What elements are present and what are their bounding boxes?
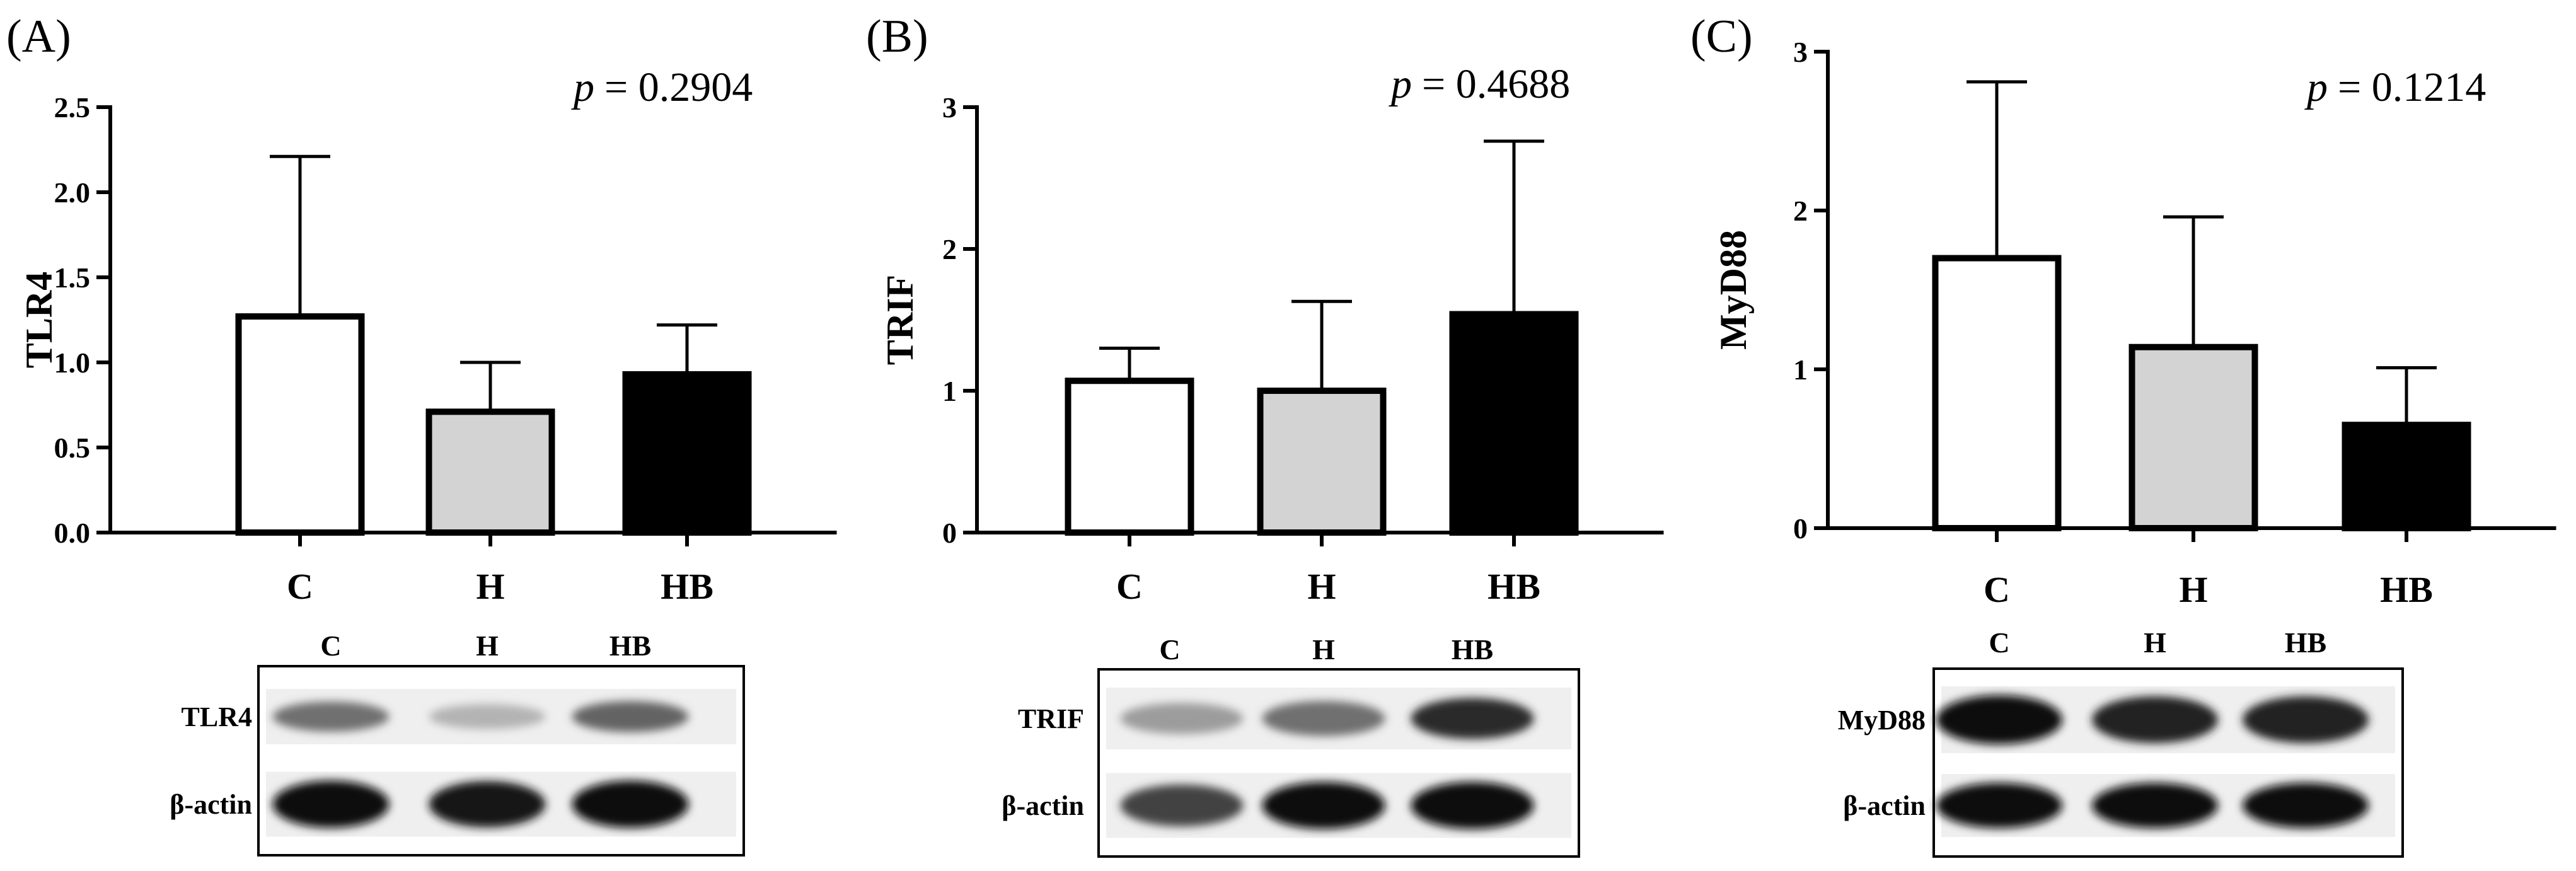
blot-band-tlr4-c — [272, 701, 390, 732]
blot-band-actin-h — [429, 781, 546, 828]
blot-band-actin-c — [272, 780, 390, 828]
blot-lane-label-hb: HB — [1452, 633, 1493, 666]
y-axis-label: TRIF — [879, 275, 921, 365]
blot-lane-label-c: C — [1989, 626, 2009, 659]
bar-c — [1932, 255, 2062, 531]
blot-row-label-tlr4: TLR4 — [182, 701, 252, 732]
blot-band-trif-hb — [1411, 698, 1534, 739]
y-tick-label: 1 — [1793, 354, 1808, 386]
p-value-a: p = 0.2904 — [571, 64, 753, 110]
y-tick-label: 0 — [1793, 512, 1808, 545]
x-tick-label-c: C — [1116, 566, 1143, 607]
bar-h — [425, 408, 555, 536]
y-tick-label: 2.0 — [54, 176, 91, 209]
blot-row-label-actin: β-actin — [1002, 790, 1084, 821]
y-tick-label: 0.0 — [54, 517, 91, 549]
blot-band-tlr4-h — [429, 704, 546, 729]
blot-band-trif-h — [1262, 701, 1385, 736]
blot-lane-label-h: H — [476, 630, 499, 662]
blot-row-label-actin: β-actin — [170, 789, 252, 820]
blot-band-actin-hb — [2243, 783, 2369, 828]
x-tick-label-c: C — [287, 566, 313, 607]
error-bar-c — [1099, 347, 1160, 381]
tlr4-western-blot: C H HB TLR4 β-actin — [170, 630, 745, 857]
p-value-b: p = 0.4688 — [1389, 61, 1570, 107]
blot-band-actin-h — [1262, 782, 1385, 829]
blot-lane-label-c: C — [1159, 633, 1180, 666]
trif-bar-chart: C H HB 0 1 2 3 TRIF — [879, 91, 1664, 607]
blot-row-label-trif: TRIF — [1018, 703, 1084, 734]
x-tick-label-h: H — [1307, 566, 1336, 607]
bar-hb — [2342, 422, 2471, 532]
y-tick-label: 3 — [942, 91, 957, 124]
blot-band-myd88-c — [1936, 695, 2062, 744]
blot-band-tlr4-hb — [572, 701, 689, 732]
myd88-bar-chart: C H HB 0 1 2 3 MyD88 — [1713, 36, 2556, 610]
x-tick-label-hb: HB — [2380, 569, 2433, 610]
blot-band-trif-c — [1120, 703, 1244, 734]
blot-band-myd88-hb — [2243, 696, 2369, 744]
x-tick-label-hb: HB — [661, 566, 713, 607]
blot-band-actin-c — [1936, 783, 2062, 828]
y-tick-label: 2.5 — [54, 91, 91, 124]
tlr4-bar-chart: C H HB 0.0 0.5 1.0 1.5 2.0 2.5 TLR4 — [18, 91, 837, 607]
y-tick-label: 3 — [1793, 36, 1808, 68]
x-tick-label-h: H — [476, 566, 504, 607]
blot-band-actin-hb — [1411, 782, 1534, 829]
blot-band-actin-hb — [572, 780, 689, 828]
error-bar-hb — [1484, 139, 1544, 314]
blot-band-actin-h — [2092, 783, 2218, 828]
x-tick-label-h: H — [2179, 569, 2207, 610]
y-tick-label: 0 — [942, 517, 957, 549]
error-bar-h — [2163, 215, 2224, 347]
error-bar-hb — [657, 323, 717, 374]
blot-lane-label-h: H — [1312, 633, 1335, 666]
blot-lane-label-c: C — [320, 630, 341, 662]
panel-label-a: (A) — [6, 11, 71, 62]
blot-lane-label-h: H — [2144, 626, 2166, 659]
bar-h — [1257, 388, 1387, 536]
bar-c — [235, 313, 365, 536]
error-bar-h — [1291, 299, 1352, 391]
bar-h — [2128, 343, 2258, 531]
y-tick-label: 1 — [942, 375, 957, 407]
blot-lane-label-hb: HB — [2285, 626, 2326, 659]
y-axis-label: TLR4 — [18, 272, 60, 368]
panel-label-c: (C) — [1690, 11, 1753, 62]
bar-c — [1065, 378, 1194, 536]
y-tick-label: 1.5 — [54, 262, 91, 294]
panel-label-b: (B) — [866, 11, 928, 62]
error-bar-hb — [2376, 366, 2437, 425]
error-bar-c — [270, 154, 330, 317]
bar-hb — [622, 371, 752, 536]
p-value-c: p = 0.1214 — [2304, 64, 2486, 110]
trif-western-blot: C H HB TRIF β-actin — [1002, 633, 1580, 858]
y-tick-label: 1.0 — [54, 347, 91, 379]
error-bar-h — [460, 361, 521, 412]
blot-row-label-myd88: MyD88 — [1838, 705, 1926, 735]
x-tick-label-c: C — [1984, 569, 2010, 610]
y-axis-label: MyD88 — [1713, 230, 1754, 350]
y-tick-label: 2 — [1793, 195, 1808, 227]
blot-lane-label-hb: HB — [609, 630, 651, 662]
blot-row-label-actin: β-actin — [1843, 790, 1926, 821]
myd88-western-blot: C H HB MyD88 β-actin — [1838, 626, 2404, 858]
y-tick-label: 0.5 — [54, 432, 91, 464]
bar-hb — [1449, 311, 1579, 536]
error-bar-c — [1967, 80, 2027, 258]
blot-band-myd88-h — [2092, 696, 2218, 744]
x-tick-label-hb: HB — [1487, 566, 1540, 607]
y-tick-label: 2 — [942, 233, 957, 265]
blot-band-actin-c — [1120, 784, 1244, 827]
